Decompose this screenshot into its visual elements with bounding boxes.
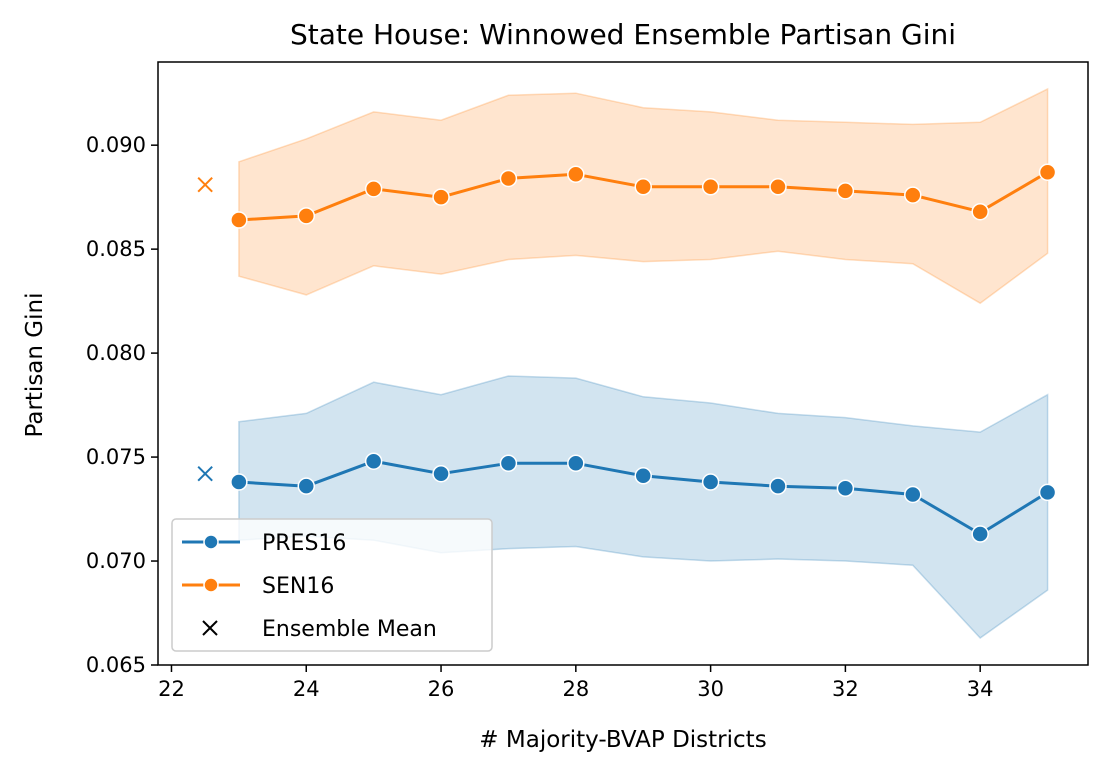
legend-label: Ensemble Mean <box>262 617 437 642</box>
x-tick-label: 34 <box>967 677 994 701</box>
data-point-sen16 <box>836 182 855 200</box>
x-axis-label: # Majority-BVAP Districts <box>479 727 766 753</box>
data-point-sen16 <box>904 186 922 204</box>
y-tick-label: 0.075 <box>86 445 146 469</box>
data-point-sen16 <box>701 178 720 196</box>
data-point-pres16 <box>836 479 855 498</box>
x-tick-label: 30 <box>697 677 724 701</box>
data-point-sen16 <box>634 178 652 196</box>
legend-marker-circle <box>203 577 219 593</box>
x-tick-label: 24 <box>293 677 320 701</box>
legend-label: PRES16 <box>262 531 346 556</box>
data-point-sen16 <box>971 202 989 221</box>
data-point-sen16 <box>364 180 383 198</box>
legend-box <box>171 518 493 652</box>
data-point-pres16 <box>432 464 450 483</box>
data-point-sen16 <box>567 165 585 184</box>
legend-marker-circle <box>203 534 219 550</box>
data-point-pres16 <box>769 477 787 495</box>
y-tick-label: 0.065 <box>86 653 146 677</box>
x-tick-label: 32 <box>832 677 859 701</box>
legend-label: SEN16 <box>262 574 334 599</box>
y-tick-label: 0.085 <box>86 237 146 261</box>
data-point-pres16 <box>634 467 652 485</box>
data-point-pres16 <box>701 473 720 491</box>
ensemble-mean-marker-sen16 <box>197 176 213 193</box>
data-point-pres16 <box>230 473 248 491</box>
legend-marker-x <box>202 620 218 636</box>
y-axis-label: Partisan Gini <box>22 293 48 438</box>
series-band-sen16 <box>238 87 1049 305</box>
data-point-sen16 <box>432 188 450 206</box>
data-point-sen16 <box>230 211 248 229</box>
data-point-pres16 <box>567 454 585 473</box>
data-point-pres16 <box>1038 483 1057 502</box>
data-point-pres16 <box>499 454 518 473</box>
legend: PRES16 SEN16 Ensemble Mean <box>171 518 493 652</box>
data-point-sen16 <box>769 178 787 196</box>
data-point-pres16 <box>364 452 383 470</box>
data-point-pres16 <box>297 477 316 495</box>
data-point-sen16 <box>297 207 316 225</box>
plot-area: 22 24 26 28 30 32 34 0.065 0.070 0.075 0.080 0.085 0… <box>86 61 1089 701</box>
chart-title: State House: Winnowed Ensemble Partisan … <box>290 18 956 51</box>
data-point-pres16 <box>971 525 989 543</box>
data-point-sen16 <box>1038 163 1057 181</box>
data-point-sen16 <box>499 169 518 188</box>
x-tick-label: 22 <box>158 677 185 701</box>
y-tick-label: 0.070 <box>86 549 146 573</box>
axes-frame <box>157 61 1089 666</box>
y-tick-label: 0.090 <box>86 133 146 157</box>
y-tick-label: 0.080 <box>86 341 146 365</box>
plot-content <box>197 87 1057 639</box>
x-tick-label: 28 <box>562 677 589 701</box>
ensemble-mean-marker-pres16 <box>197 465 213 482</box>
data-point-pres16 <box>904 485 922 504</box>
x-tick-label: 26 <box>428 677 455 701</box>
